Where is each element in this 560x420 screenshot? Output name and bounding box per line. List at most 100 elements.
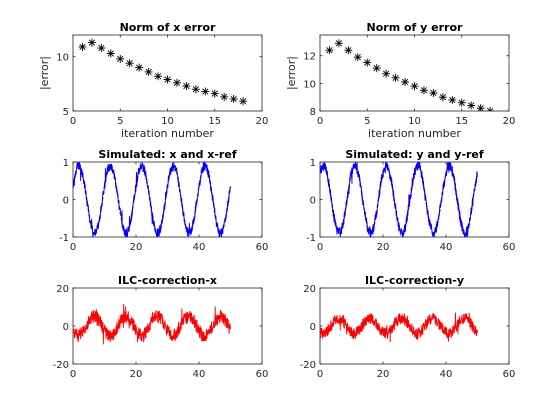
data-point bbox=[382, 69, 391, 78]
subplot-title: Norm of x error bbox=[120, 21, 216, 34]
subplot-title: ILC-correction-x bbox=[118, 274, 217, 287]
signal-line bbox=[320, 162, 478, 237]
x-axis-label: iteration number bbox=[121, 127, 214, 140]
signal-line bbox=[320, 312, 478, 343]
data-point bbox=[486, 107, 495, 111]
plot-area bbox=[325, 39, 495, 111]
x-tick-label: 60 bbox=[503, 369, 516, 380]
data-point bbox=[372, 64, 381, 73]
x-tick-label: 20 bbox=[377, 369, 390, 380]
data-point bbox=[182, 82, 191, 91]
data-point bbox=[410, 82, 419, 91]
data-point bbox=[87, 38, 96, 47]
data-point bbox=[135, 63, 144, 72]
data-point bbox=[467, 101, 476, 110]
y-tick-label: -1 bbox=[306, 233, 316, 244]
data-point bbox=[448, 95, 457, 104]
plot-area bbox=[73, 303, 231, 345]
y-tick-label: 12 bbox=[303, 52, 316, 63]
x-tick-label: 20 bbox=[503, 116, 516, 127]
x-tick-label: 40 bbox=[440, 369, 453, 380]
signal-line bbox=[73, 303, 231, 345]
axes-frame bbox=[319, 287, 510, 365]
x-tick-label: 60 bbox=[503, 242, 516, 253]
data-point bbox=[116, 54, 125, 63]
y-tick-label: -1 bbox=[59, 233, 69, 244]
data-point bbox=[191, 85, 200, 94]
subplot-title: Norm of y error bbox=[367, 21, 464, 34]
x-tick-label: 0 bbox=[70, 116, 76, 127]
x-tick-label: 0 bbox=[70, 369, 76, 380]
signal-line bbox=[73, 162, 231, 237]
data-point bbox=[125, 59, 134, 68]
y-axis-label: |error| bbox=[38, 56, 51, 90]
data-point bbox=[172, 78, 181, 87]
y-tick-label: 8 bbox=[310, 107, 316, 118]
data-point bbox=[391, 73, 400, 82]
plot-area bbox=[78, 38, 248, 106]
data-point bbox=[476, 104, 485, 111]
x-tick-label: 5 bbox=[117, 116, 123, 127]
y-tick-label: 1 bbox=[63, 158, 69, 169]
x-tick-label: 60 bbox=[256, 242, 269, 253]
data-point bbox=[325, 46, 334, 55]
y-tick-label: -20 bbox=[53, 360, 69, 371]
y-tick-label: 0 bbox=[63, 196, 69, 207]
plot-area bbox=[73, 162, 232, 237]
x-tick-label: 20 bbox=[256, 116, 269, 127]
data-point bbox=[144, 67, 153, 76]
data-point bbox=[438, 93, 447, 102]
y-tick-label: -20 bbox=[300, 360, 316, 371]
x-tick-label: 40 bbox=[193, 242, 206, 253]
data-point bbox=[353, 53, 362, 62]
y-tick-label: 5 bbox=[63, 107, 69, 118]
x-tick-label: 0 bbox=[70, 242, 76, 253]
data-point bbox=[229, 95, 238, 104]
y-tick-label: 0 bbox=[310, 322, 316, 333]
x-tick-label: 5 bbox=[364, 116, 370, 127]
data-point bbox=[106, 49, 115, 58]
y-tick-label: 1 bbox=[310, 158, 316, 169]
x-tick-label: 60 bbox=[256, 369, 269, 380]
x-tick-label: 20 bbox=[130, 369, 143, 380]
data-point bbox=[401, 77, 410, 86]
y-tick-label: 0 bbox=[63, 322, 69, 333]
x-tick-label: 20 bbox=[377, 242, 390, 253]
data-point bbox=[344, 46, 353, 55]
subplot-title: ILC-correction-y bbox=[365, 274, 464, 287]
plot-area bbox=[320, 162, 479, 237]
x-tick-label: 15 bbox=[455, 116, 468, 127]
y-tick-label: 20 bbox=[56, 284, 69, 295]
y-tick-label: 0 bbox=[310, 196, 316, 207]
data-point bbox=[334, 39, 343, 48]
plot-area bbox=[320, 312, 478, 343]
x-tick-label: 15 bbox=[208, 116, 221, 127]
data-point bbox=[239, 97, 248, 106]
data-point bbox=[163, 75, 172, 84]
data-point bbox=[210, 89, 219, 98]
axes-frame bbox=[72, 161, 263, 238]
y-tick-label: 10 bbox=[56, 53, 69, 64]
data-point bbox=[78, 42, 87, 51]
data-point bbox=[457, 98, 466, 107]
subplot-p2: 0 5 10 15 20 8 10 12 Norm of y error iteration nu… bbox=[285, 21, 515, 140]
y-tick-label: 20 bbox=[303, 284, 316, 295]
x-tick-label: 40 bbox=[193, 369, 206, 380]
data-point bbox=[429, 89, 438, 98]
axes-frame bbox=[319, 34, 510, 112]
x-tick-label: 40 bbox=[440, 242, 453, 253]
x-tick-label: 0 bbox=[317, 369, 323, 380]
data-point bbox=[154, 72, 163, 81]
subplot-title: Simulated: y and y-ref bbox=[345, 148, 484, 161]
data-point bbox=[419, 86, 428, 95]
data-point bbox=[97, 44, 106, 53]
x-tick-label: 10 bbox=[408, 116, 421, 127]
x-tick-label: 0 bbox=[317, 242, 323, 253]
data-point bbox=[220, 92, 229, 101]
y-axis-label: |error| bbox=[285, 56, 298, 90]
